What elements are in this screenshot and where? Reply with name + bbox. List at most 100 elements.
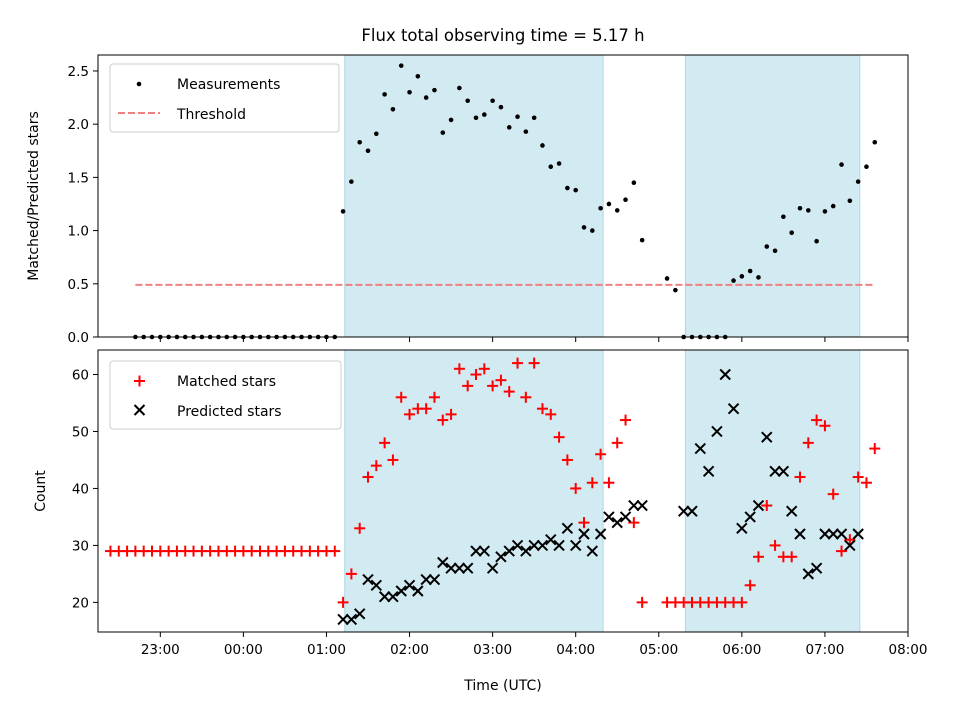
data-point xyxy=(731,278,736,283)
x-tick-label: 02:00 xyxy=(390,642,429,658)
data-point xyxy=(839,162,844,167)
data-point xyxy=(407,89,412,95)
data-point xyxy=(378,590,391,603)
data-point xyxy=(553,431,565,443)
ratio-shaded-regions xyxy=(344,54,861,338)
data-point xyxy=(370,460,382,472)
data-point xyxy=(852,471,864,483)
data-point xyxy=(736,522,748,535)
legend-measurements-label: Measurements xyxy=(177,77,280,93)
data-point xyxy=(573,187,578,193)
data-point xyxy=(432,87,437,93)
data-point xyxy=(620,414,632,426)
data-point xyxy=(786,551,798,563)
data-point xyxy=(465,98,470,104)
data-point xyxy=(404,408,416,420)
data-point xyxy=(611,516,623,529)
data-point xyxy=(664,276,670,281)
data-point xyxy=(747,268,753,274)
data-point xyxy=(523,129,529,134)
data-point xyxy=(794,471,806,483)
data-point xyxy=(495,374,507,386)
data-point xyxy=(478,363,490,375)
data-point xyxy=(337,596,349,608)
data-point xyxy=(561,454,573,466)
data-point xyxy=(556,161,562,166)
shaded-interval-1 xyxy=(344,349,604,633)
data-point xyxy=(623,197,628,203)
data-point xyxy=(789,230,794,236)
data-point xyxy=(814,238,819,244)
shaded-interval-2 xyxy=(684,54,861,338)
data-point xyxy=(453,363,465,375)
counts-legend-box xyxy=(109,360,342,430)
data-point xyxy=(495,551,507,563)
data-point xyxy=(797,205,803,211)
x-axis-label: Time (UTC) xyxy=(463,678,541,694)
legend-predicted-marker xyxy=(133,404,146,416)
data-point xyxy=(639,237,645,243)
data-point xyxy=(739,274,745,279)
data-point xyxy=(785,505,798,517)
data-point xyxy=(565,185,570,191)
data-point xyxy=(353,608,366,620)
data-point xyxy=(686,505,698,517)
data-point xyxy=(594,528,607,540)
y-tick-label: 1.0 xyxy=(68,224,89,240)
data-point xyxy=(636,596,648,608)
data-point xyxy=(340,209,346,214)
data-point xyxy=(528,357,540,369)
data-point xyxy=(777,465,790,478)
data-point xyxy=(423,95,429,100)
data-point xyxy=(415,73,421,79)
data-point xyxy=(482,112,487,117)
data-point xyxy=(362,573,374,586)
data-point xyxy=(445,562,457,574)
data-point xyxy=(487,380,499,392)
data-point xyxy=(520,391,532,403)
ratio-x-ticks xyxy=(159,337,909,342)
data-point xyxy=(374,131,379,137)
data-point xyxy=(811,414,823,426)
data-point xyxy=(337,613,349,626)
data-point xyxy=(570,482,582,494)
x-tick-label: 23:00 xyxy=(141,642,180,658)
y-tick-label: 0.5 xyxy=(68,277,89,293)
counts-x-ticks: 23:00 00:00 01:00 02:00 03:00 04:00 05:00 06:00… xyxy=(141,632,927,658)
data-point xyxy=(606,201,612,207)
data-point xyxy=(673,287,678,293)
data-point xyxy=(761,431,773,443)
y-tick-label: 60 xyxy=(72,367,89,383)
ratio-y-axis-label: Matched/Predicted stars xyxy=(26,111,42,281)
data-point xyxy=(536,539,549,552)
data-point xyxy=(370,579,383,591)
data-point xyxy=(631,180,637,185)
data-point xyxy=(590,228,595,233)
data-point xyxy=(382,92,387,97)
data-point xyxy=(578,528,590,540)
data-point xyxy=(677,505,690,517)
data-point xyxy=(636,499,648,512)
data-point xyxy=(802,437,814,449)
data-point xyxy=(614,208,620,213)
data-point xyxy=(461,562,474,574)
data-point xyxy=(540,143,545,148)
series-predicted-stars xyxy=(337,368,864,626)
data-point xyxy=(387,590,399,603)
series-matched-stars xyxy=(104,357,881,608)
data-point xyxy=(855,179,861,184)
data-point xyxy=(761,500,773,512)
data-point xyxy=(349,179,354,184)
data-point xyxy=(756,275,761,280)
y-tick-label: 2.0 xyxy=(68,117,89,133)
data-point xyxy=(357,139,362,145)
data-point xyxy=(512,357,524,369)
data-point xyxy=(478,545,491,557)
counts-panel: 23:00 00:00 01:00 02:00 03:00 04:00 05:00 06:00… xyxy=(33,349,927,694)
counts-points xyxy=(104,357,881,626)
y-tick-label: 2.5 xyxy=(68,64,89,80)
data-point xyxy=(844,539,856,552)
y-tick-label: 1.5 xyxy=(68,170,89,186)
counts-y-ticks: 20 30 40 50 60 xyxy=(72,367,98,611)
